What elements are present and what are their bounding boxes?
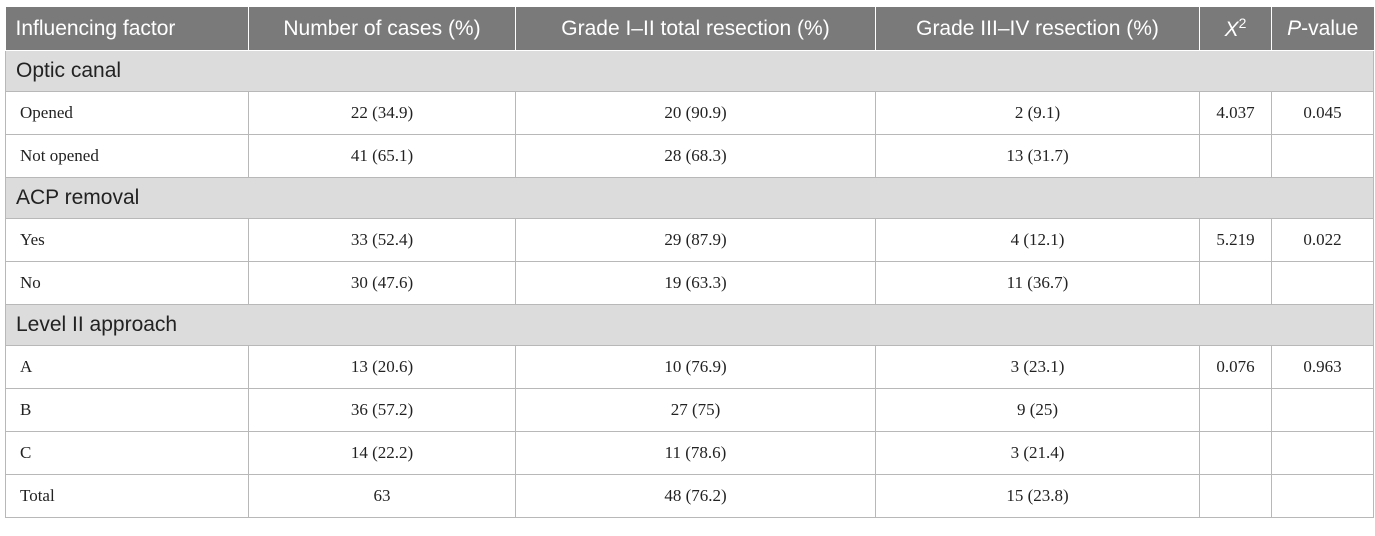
- cell-chi-square: [1199, 388, 1272, 432]
- cell-p-value: 0.022: [1271, 218, 1374, 262]
- results-table: Influencing factor Number of cases (%) G…: [5, 7, 1374, 518]
- header-p-value: P-value: [1271, 7, 1374, 51]
- table-row: B 36 (57.2) 27 (75) 9 (25): [5, 388, 1374, 432]
- cell-chi-square: 4.037: [1199, 91, 1272, 135]
- cell-p-value: [1271, 134, 1374, 178]
- cell-grade-i-ii-resection: 11 (78.6): [515, 431, 876, 475]
- cell-grade-i-ii-resection: 29 (87.9): [515, 218, 876, 262]
- cell-grade-i-ii-resection: 19 (63.3): [515, 261, 876, 305]
- cell-grade-iii-iv-resection: 15 (23.8): [875, 474, 1200, 518]
- group-label: Optic canal: [5, 50, 1374, 92]
- cell-p-value: 0.045: [1271, 91, 1374, 135]
- cell-grade-i-ii-resection: 28 (68.3): [515, 134, 876, 178]
- group-row: Optic canal: [5, 50, 1374, 92]
- cell-p-value: 0.963: [1271, 345, 1374, 389]
- cell-influencing-factor: C: [5, 431, 249, 475]
- cell-grade-iii-iv-resection: 3 (21.4): [875, 431, 1200, 475]
- table-row: Opened 22 (34.9) 20 (90.9) 2 (9.1) 4.037 0.04…: [5, 91, 1374, 135]
- cell-influencing-factor: Opened: [5, 91, 249, 135]
- cell-grade-i-ii-resection: 10 (76.9): [515, 345, 876, 389]
- group-row: ACP removal: [5, 177, 1374, 219]
- table-row: C 14 (22.2) 11 (78.6) 3 (21.4): [5, 431, 1374, 475]
- header-row: Influencing factor Number of cases (%) G…: [5, 7, 1374, 51]
- cell-grade-i-ii-resection: 48 (76.2): [515, 474, 876, 518]
- cell-number-of-cases: 30 (47.6): [248, 261, 516, 305]
- header-grade-i-ii-resection: Grade I–II total resection (%): [515, 7, 876, 51]
- table-row: Total 63 48 (76.2) 15 (23.8): [5, 474, 1374, 518]
- cell-chi-square: 5.219: [1199, 218, 1272, 262]
- table-row: A 13 (20.6) 10 (76.9) 3 (23.1) 0.076 0.963: [5, 345, 1374, 389]
- cell-grade-iii-iv-resection: 3 (23.1): [875, 345, 1200, 389]
- cell-number-of-cases: 22 (34.9): [248, 91, 516, 135]
- header-grade-iii-iv-resection: Grade III–IV resection (%): [875, 7, 1200, 51]
- cell-p-value: [1271, 431, 1374, 475]
- cell-grade-iii-iv-resection: 2 (9.1): [875, 91, 1200, 135]
- cell-p-value: [1271, 474, 1374, 518]
- cell-chi-square: [1199, 134, 1272, 178]
- chi-square-exponent: 2: [1238, 15, 1247, 31]
- cell-number-of-cases: 13 (20.6): [248, 345, 516, 389]
- cell-influencing-factor: A: [5, 345, 249, 389]
- cell-influencing-factor: No: [5, 261, 249, 305]
- header-influencing-factor: Influencing factor: [5, 7, 249, 51]
- cell-influencing-factor: Not opened: [5, 134, 249, 178]
- cell-grade-i-ii-resection: 27 (75): [515, 388, 876, 432]
- cell-influencing-factor: Yes: [5, 218, 249, 262]
- cell-grade-iii-iv-resection: 4 (12.1): [875, 218, 1200, 262]
- header-chi-square: X2: [1199, 7, 1272, 51]
- header-number-of-cases: Number of cases (%): [248, 7, 516, 51]
- cell-p-value: [1271, 261, 1374, 305]
- table-row: Yes 33 (52.4) 29 (87.9) 4 (12.1) 5.219 0.022: [5, 218, 1374, 262]
- p-symbol: P: [1287, 16, 1302, 40]
- table-row: Not opened 41 (65.1) 28 (68.3) 13 (31.7): [5, 134, 1374, 178]
- cell-influencing-factor: Total: [5, 474, 249, 518]
- chi-square-symbol: X: [1224, 18, 1239, 41]
- cell-number-of-cases: 63: [248, 474, 516, 518]
- table-row: No 30 (47.6) 19 (63.3) 11 (36.7): [5, 261, 1374, 305]
- group-row: Level II approach: [5, 304, 1374, 346]
- p-value-suffix: -value: [1301, 16, 1359, 40]
- cell-grade-iii-iv-resection: 11 (36.7): [875, 261, 1200, 305]
- cell-number-of-cases: 41 (65.1): [248, 134, 516, 178]
- group-label: Level II approach: [5, 304, 1374, 346]
- cell-number-of-cases: 36 (57.2): [248, 388, 516, 432]
- cell-number-of-cases: 14 (22.2): [248, 431, 516, 475]
- cell-chi-square: [1199, 474, 1272, 518]
- cell-chi-square: 0.076: [1199, 345, 1272, 389]
- cell-influencing-factor: B: [5, 388, 249, 432]
- cell-number-of-cases: 33 (52.4): [248, 218, 516, 262]
- cell-chi-square: [1199, 431, 1272, 475]
- cell-chi-square: [1199, 261, 1272, 305]
- cell-grade-iii-iv-resection: 9 (25): [875, 388, 1200, 432]
- cell-p-value: [1271, 388, 1374, 432]
- cell-grade-i-ii-resection: 20 (90.9): [515, 91, 876, 135]
- cell-grade-iii-iv-resection: 13 (31.7): [875, 134, 1200, 178]
- group-label: ACP removal: [5, 177, 1374, 219]
